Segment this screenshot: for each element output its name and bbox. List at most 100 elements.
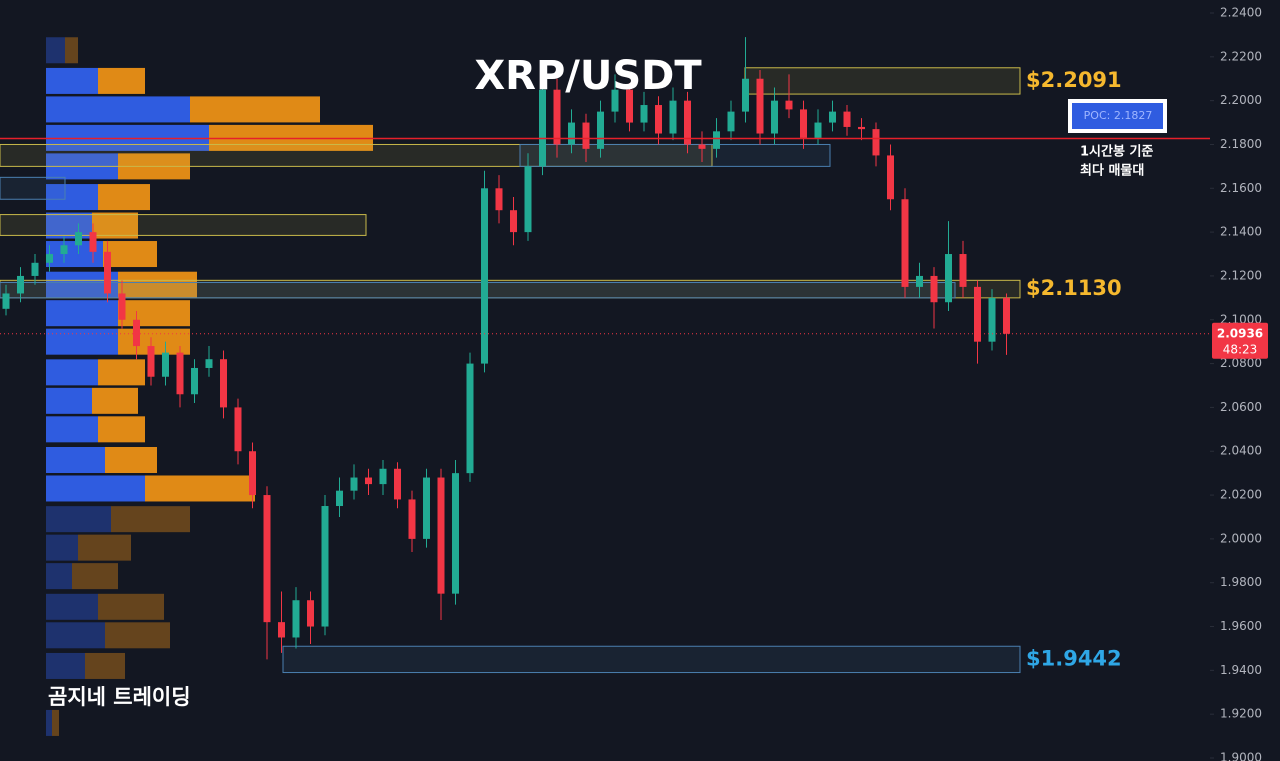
candle-body: [698, 144, 706, 149]
profile-buy: [46, 184, 98, 211]
candle-body: [408, 499, 416, 539]
candle-body: [75, 232, 82, 246]
y-tick-label: 2.1400: [1220, 225, 1262, 239]
candle-body: [626, 89, 633, 123]
candle-body: [350, 477, 358, 491]
y-tick-label: 2.1600: [1220, 181, 1262, 195]
profile-sell: [52, 709, 59, 736]
candle-body: [887, 155, 894, 200]
candle-body: [220, 359, 227, 408]
y-tick-label: 2.0000: [1220, 531, 1262, 545]
candle-body: [684, 100, 691, 145]
zone-label: $2.1130: [1026, 276, 1122, 300]
y-tick-label: 2.0800: [1220, 356, 1262, 370]
profile-buy: [46, 475, 145, 502]
profile-sell: [103, 241, 157, 268]
candle-body: [379, 468, 387, 485]
candle-body: [336, 490, 343, 507]
poc-note: 1시간봉 기준: [1080, 144, 1153, 160]
candle-body: [974, 286, 981, 342]
last-price-label: 2.0936: [1217, 326, 1263, 340]
profile-buy: [46, 622, 105, 649]
candle-body: [60, 245, 68, 255]
candle-body: [191, 367, 198, 395]
candle-body: [176, 352, 184, 395]
profile-sell: [92, 387, 138, 414]
profile-buy: [46, 563, 72, 590]
candle-body: [162, 352, 169, 377]
profile-buy: [46, 387, 92, 414]
candle-body: [147, 346, 155, 377]
profile-buy: [46, 328, 118, 355]
candle-body: [669, 100, 677, 134]
candle-body: [843, 111, 851, 127]
candle-body: [249, 451, 256, 496]
candle-body: [756, 78, 764, 134]
candle-body: [17, 275, 24, 294]
profile-buy: [46, 96, 190, 123]
candle-body: [1003, 297, 1010, 334]
candle-body: [394, 468, 401, 500]
candle-body: [495, 188, 503, 211]
candle-body: [742, 78, 749, 112]
candle-body: [510, 210, 517, 233]
y-tick-label: 1.9400: [1220, 663, 1262, 677]
candle-body: [930, 275, 938, 303]
profile-buy: [46, 652, 85, 679]
candle-body: [133, 319, 140, 347]
zone-label: $1.9442: [1026, 646, 1122, 670]
y-tick-label: 2.0600: [1220, 400, 1262, 414]
profile-sell: [190, 96, 320, 123]
zone: [0, 282, 956, 299]
profile-sell: [98, 593, 164, 620]
zone: [0, 143, 713, 167]
profile-buy: [46, 416, 98, 443]
zone: [519, 143, 831, 167]
candle-body: [713, 131, 720, 149]
candle-body: [46, 254, 53, 263]
profile-sell: [105, 447, 157, 473]
candle-body: [568, 122, 575, 145]
candle-body: [278, 622, 285, 638]
profile-sell: [105, 622, 170, 649]
profile-sell: [92, 212, 138, 239]
profile-buy: [46, 212, 92, 239]
candle-body: [582, 122, 590, 149]
profile-buy: [46, 67, 98, 94]
candle-body: [539, 89, 546, 167]
candle-body: [481, 188, 488, 364]
candle-body: [858, 126, 865, 130]
profile-sell: [72, 563, 118, 590]
candle-body: [89, 232, 97, 252]
candle-body: [655, 105, 662, 134]
profile-sell: [85, 652, 125, 679]
candle-body: [263, 495, 271, 623]
poc-note: 최다 매물대: [1080, 163, 1144, 179]
y-tick-label: 2.1200: [1220, 268, 1262, 282]
countdown: 48:23: [1223, 342, 1258, 356]
candle-body: [785, 100, 793, 110]
y-tick-label: 1.9000: [1220, 751, 1262, 761]
profile-sell: [118, 300, 190, 327]
candle-body: [437, 477, 445, 594]
y-tick-label: 2.0400: [1220, 444, 1262, 458]
candle-body: [945, 254, 952, 303]
candle-body: [553, 89, 561, 145]
y-tick-label: 2.2200: [1220, 49, 1262, 63]
profile-sell: [111, 506, 190, 533]
profile-buy: [46, 447, 105, 473]
y-tick-label: 1.9800: [1220, 575, 1262, 589]
y-tick-label: 2.1800: [1220, 137, 1262, 151]
profile-buy: [46, 359, 98, 386]
zone-label: $2.2091: [1026, 68, 1122, 92]
candle-body: [959, 254, 967, 287]
y-tick-label: 2.2000: [1220, 93, 1262, 107]
profile-buy: [46, 506, 111, 533]
candle-body: [292, 600, 300, 638]
profile-buy: [46, 300, 118, 327]
candle-body: [307, 600, 314, 627]
profile-sell: [78, 534, 131, 561]
profile-sell: [98, 184, 150, 211]
profile-sell: [98, 67, 145, 94]
poc-box: [1068, 99, 1167, 133]
